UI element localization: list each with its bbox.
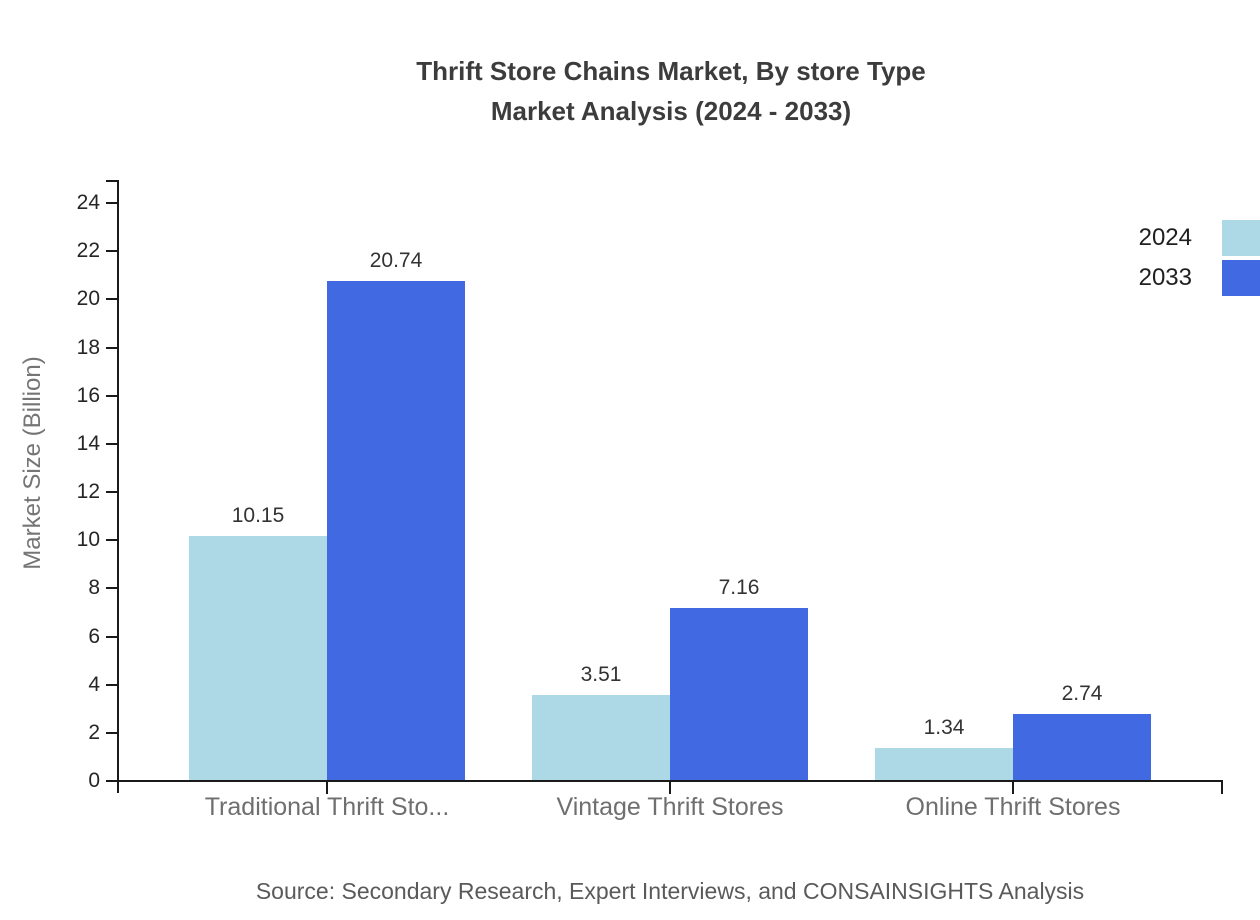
y-axis-tick-label: 14 [76,432,100,455]
bar-value-label: 10.15 [231,504,285,527]
y-axis-tick [106,250,117,252]
x-axis-category-label: Vintage Thrift Stores [556,793,784,821]
y-axis-tick-label: 16 [76,384,100,407]
source-attribution: Source: Secondary Research, Expert Inter… [255,878,1085,904]
x-axis-tick [669,782,671,794]
legend: 2024 2033 [1139,219,1260,297]
bar-value-label: 7.16 [718,576,760,599]
bar-value-label: 1.34 [923,716,965,739]
y-axis-tick-label: 10 [76,528,100,551]
y-axis-tick-label: 6 [88,625,100,648]
y-axis-tick-label: 24 [76,191,100,214]
y-axis-tick [106,636,117,638]
y-axis-line [117,180,119,793]
y-axis-tick [106,298,117,300]
bar-value-label: 2.74 [1061,682,1103,705]
y-axis-tick [106,587,117,589]
y-axis-tick [106,684,117,686]
y-axis-tick-label: 22 [76,239,100,262]
y-axis-end-tick [106,180,119,182]
bar-2024[interactable] [532,695,670,780]
y-axis-tick-label: 4 [88,673,100,696]
legend-label-2033: 2033 [1138,264,1192,291]
y-axis-tick [106,347,117,349]
chart-title-line-2: Market Analysis (2024 - 2033) [490,96,852,126]
bar-value-label: 3.51 [580,663,622,686]
y-axis-tick [106,443,117,445]
bar-2024[interactable] [875,748,1013,780]
bar-2033[interactable] [327,281,465,780]
y-axis-tick-label: 8 [88,576,100,599]
x-axis-category-label: Online Thrift Stores [905,793,1121,821]
bar-value-label: 20.74 [369,249,423,272]
bar-2033[interactable] [670,608,808,780]
y-axis-tick-label: 12 [76,480,100,503]
legend-label-2024: 2024 [1138,224,1192,251]
chart-title-line-1: Thrift Store Chains Market, By store Typ… [416,56,926,86]
x-axis-tick [326,782,328,794]
y-axis-tick-label: 0 [88,769,100,792]
y-axis-tick [106,539,117,541]
x-axis-line [117,780,1223,782]
bar-2033[interactable] [1013,714,1151,780]
y-axis-tick [106,395,117,397]
y-axis-tick [106,780,117,782]
y-axis-tick-label: 18 [76,336,100,359]
y-axis-tick [106,732,117,734]
chart-title: Thrift Store Chains Market, By store Typ… [82,51,1260,131]
y-axis-tick [106,491,117,493]
y-axis-tick-label: 2 [88,721,100,744]
legend-swatch-2024 [1222,220,1260,256]
y-axis-tick [106,202,117,204]
x-axis-end-tick [1221,782,1223,794]
legend-item-2033[interactable]: 2033 [1139,259,1260,297]
legend-swatch-2033 [1222,260,1260,296]
bar-2024[interactable] [189,536,327,780]
x-axis-category-label: Traditional Thrift Sto... [204,793,450,821]
y-axis-tick-label: 20 [76,287,100,310]
legend-item-2024[interactable]: 2024 [1139,219,1260,257]
x-axis-tick [1012,782,1014,794]
